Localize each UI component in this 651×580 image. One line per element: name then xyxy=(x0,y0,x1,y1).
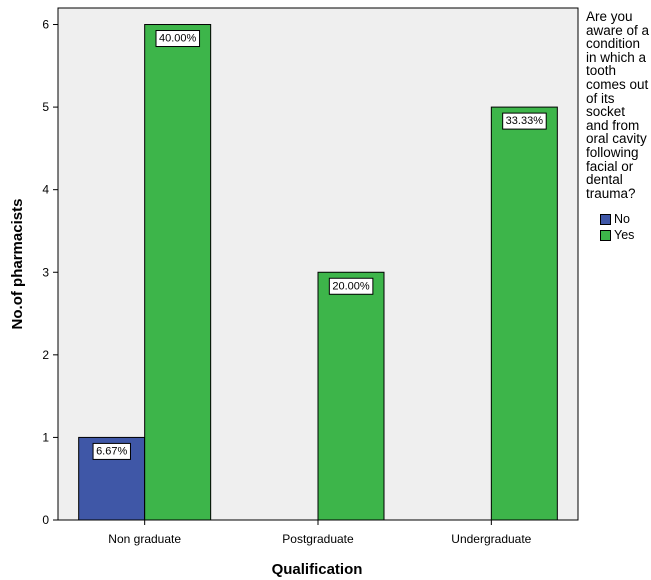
x-tick-label: Non graduate xyxy=(108,532,181,546)
y-tick-label: 3 xyxy=(42,265,49,279)
data-label-text: 40.00% xyxy=(159,33,197,45)
data-label-text: 20.00% xyxy=(332,280,370,292)
legend-label: No xyxy=(614,211,630,226)
data-label-box xyxy=(502,112,547,130)
data-label-box xyxy=(328,277,374,295)
y-tick-label: 4 xyxy=(42,183,49,197)
legend-item-yes: Yes xyxy=(600,227,650,243)
y-tick-label: 6 xyxy=(42,18,49,32)
bar-yes xyxy=(144,24,212,521)
legend-title: Are you aware of a condition in which a … xyxy=(586,9,650,201)
y-tick-label: 2 xyxy=(42,348,49,362)
x-axis-title: Qualification xyxy=(272,561,363,578)
data-label: 33.33% xyxy=(502,112,547,130)
data-label: 6.67% xyxy=(92,442,131,460)
y-axis: 0 1 2 3 4 5 6 xyxy=(42,18,58,527)
x-tick-label: Undergraduate xyxy=(451,532,531,546)
legend-item-no: No xyxy=(600,211,650,227)
bars-group: 6.67% 40.00% 20.00% 33.33% xyxy=(78,24,558,521)
x-tick-label: Postgraduate xyxy=(282,532,354,546)
data-label-text: 6.67% xyxy=(96,445,127,457)
y-tick-label: 1 xyxy=(42,430,49,444)
legend-swatch xyxy=(600,213,611,225)
legend-swatch xyxy=(600,229,611,241)
y-tick-label: 0 xyxy=(42,513,49,527)
data-label: 40.00% xyxy=(155,30,201,48)
data-label-text: 33.33% xyxy=(506,115,544,127)
x-axis: Non graduate Postgraduate Undergraduate xyxy=(108,520,532,546)
y-tick-label: 5 xyxy=(42,100,49,114)
legend: Are you aware of a condition in which a … xyxy=(584,10,650,243)
data-label-box xyxy=(92,442,131,460)
data-label: 20.00% xyxy=(328,277,374,295)
legend-items: No Yes xyxy=(584,211,650,243)
legend-label: Yes xyxy=(614,227,635,242)
bar-yes xyxy=(317,271,385,521)
y-axis-title: No.of pharmacists xyxy=(9,199,26,330)
data-label-box xyxy=(155,30,201,48)
bar-yes xyxy=(490,106,558,521)
